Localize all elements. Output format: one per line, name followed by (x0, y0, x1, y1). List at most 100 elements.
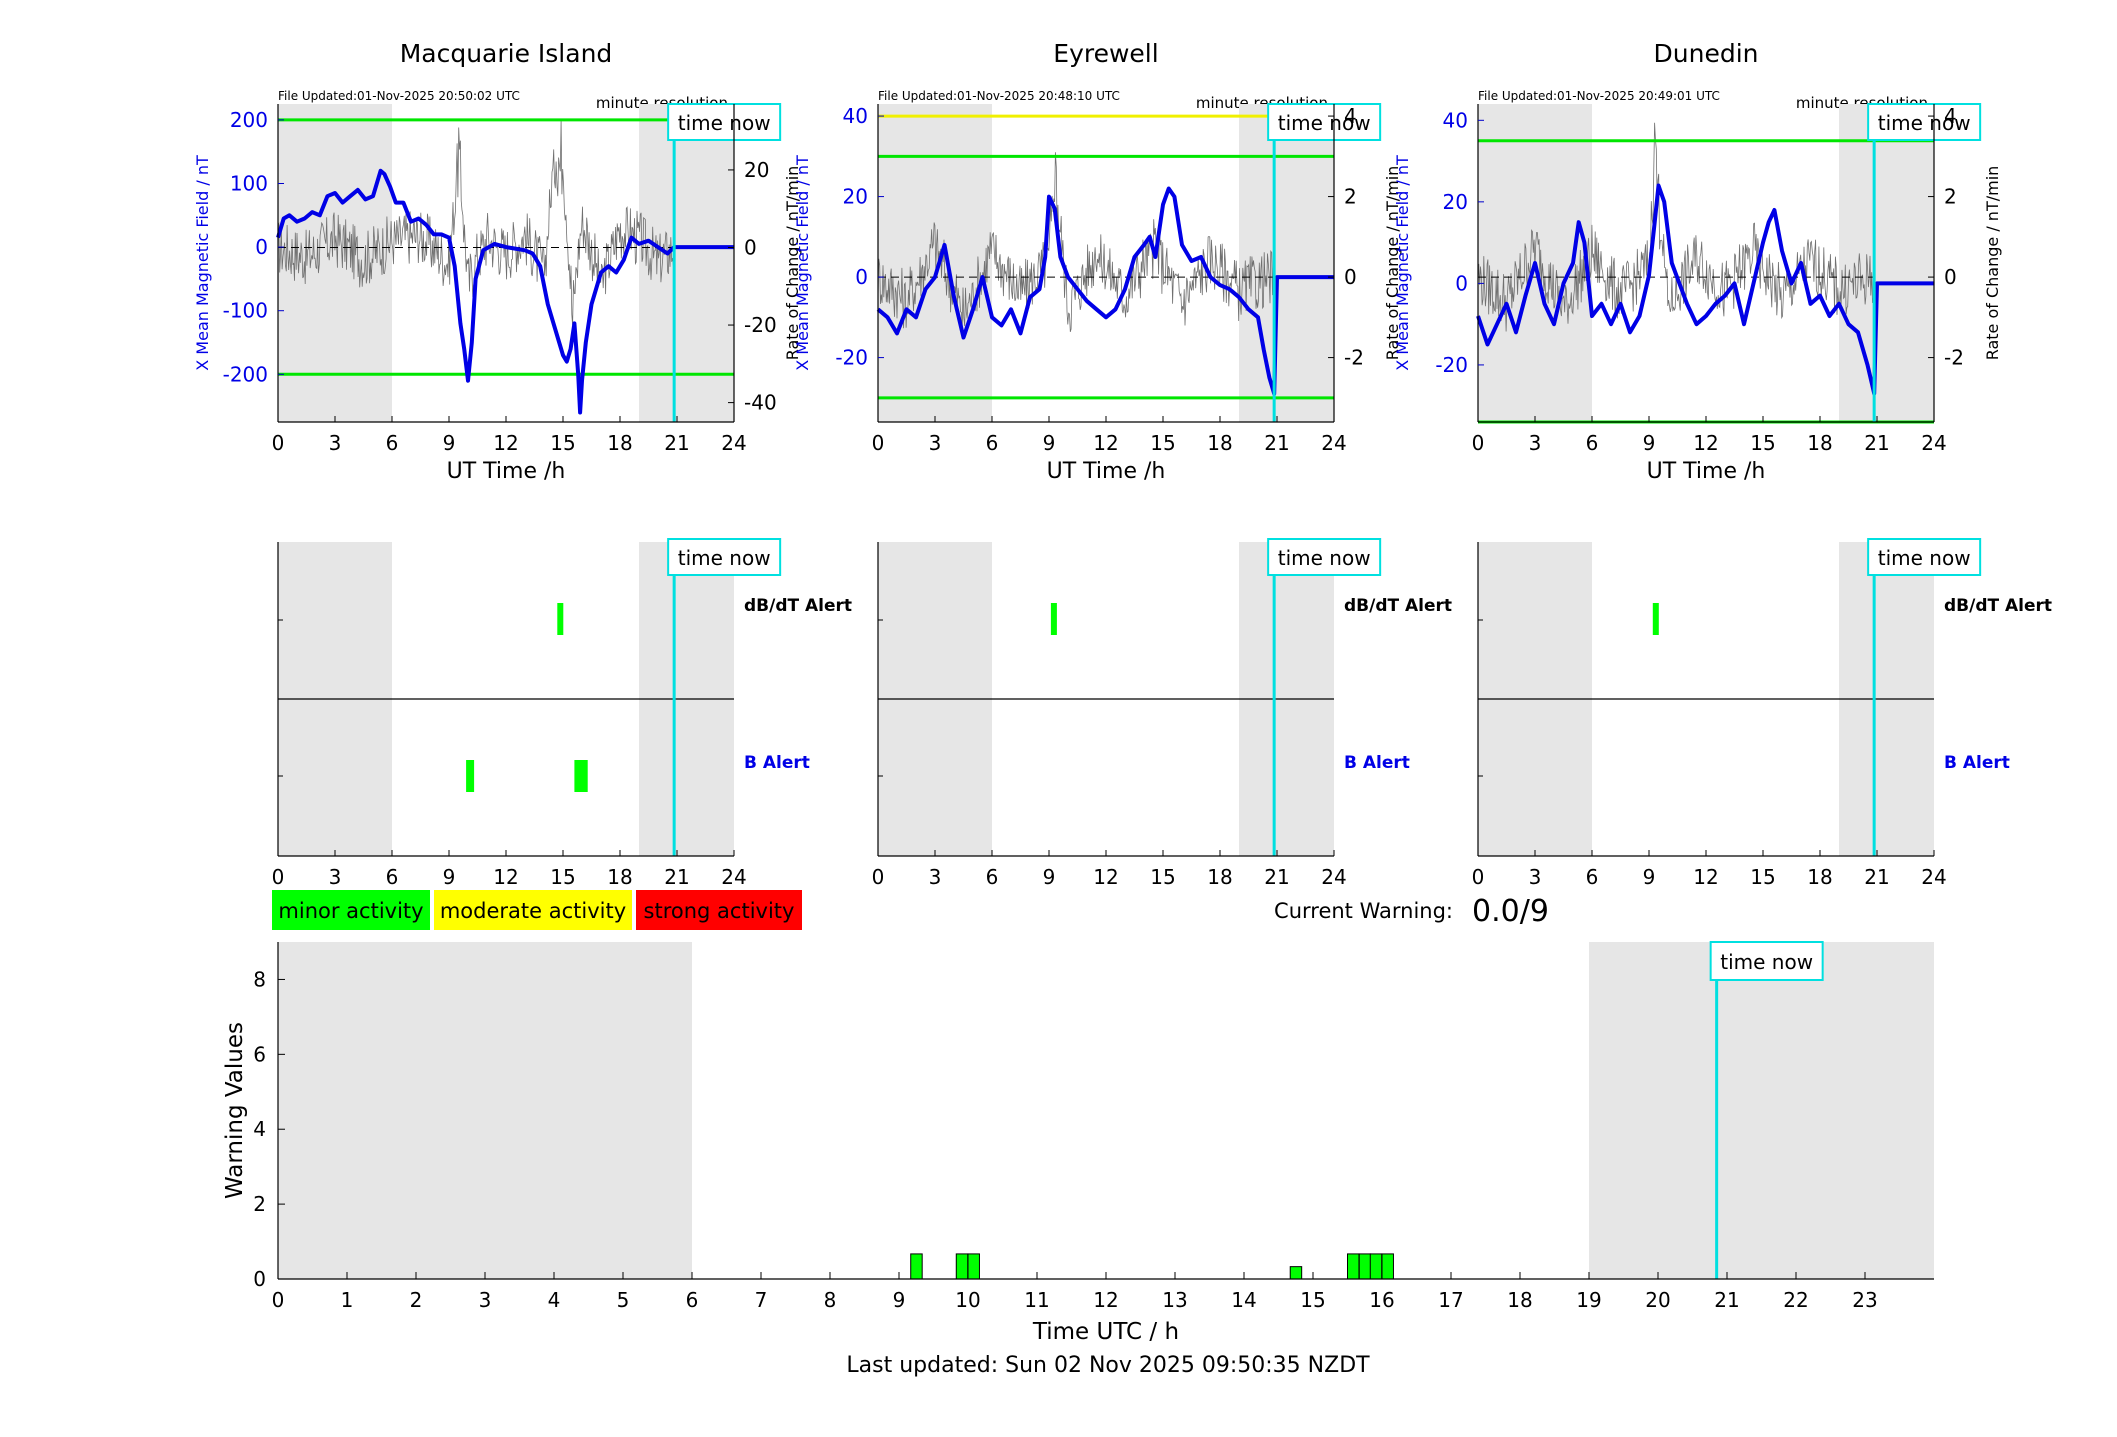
activity-legend: minor activity moderate activity strong ac… (272, 890, 1549, 930)
x-tick-label: 24 (721, 431, 746, 455)
x-tick-label: 3 (929, 431, 942, 455)
x-tick-label: 9 (1643, 865, 1656, 889)
x-tick-label: 18 (1807, 431, 1832, 455)
rate-of-change-line (1477, 122, 1874, 332)
b-alert-label: B Alert (1344, 753, 1410, 773)
warning-bar (910, 1253, 923, 1280)
station-panel-2: Dunedin File Updated:01-Nov-2025 20:49:01… (1393, 39, 2002, 484)
time-now-label: time now (1720, 950, 1813, 974)
file-updated-text: File Updated:01-Nov-2025 20:49:01 UTC (1478, 89, 1720, 103)
x-tick-label: 12 (1093, 865, 1118, 889)
y-right-tick-label: 4 (1944, 104, 1957, 128)
x-tick-label: 13 (1162, 1288, 1187, 1312)
y-right-tick-label: 0 (1944, 265, 1957, 289)
b-alert-bar (574, 760, 588, 792)
x-tick-label: 12 (1093, 431, 1118, 455)
x-tick-label: 23 (1852, 1288, 1877, 1312)
x-tick-label: 0 (272, 1288, 285, 1312)
legend-strong-swatch (636, 890, 802, 930)
y-tick-label: 8 (253, 967, 266, 991)
x-tick-label: 12 (1693, 431, 1718, 455)
y-right-tick-label: 2 (1344, 185, 1357, 209)
time-now-box: time now (1867, 103, 1982, 141)
x-tick-label: 9 (1043, 431, 1056, 455)
x-axis-label: UT Time /h (447, 459, 566, 484)
dbdt-alert-label: dB/dT Alert (744, 596, 852, 616)
y-right-tick-label: -2 (1944, 346, 1964, 370)
x-tick-label: 8 (824, 1288, 837, 1312)
x-tick-label: 15 (1300, 1288, 1325, 1312)
y-right-axis-label: Rate of Change / nT/min (783, 166, 802, 361)
alert-panel-0: time now 0 3 6 9 12 15 18 21 24 dB/dT Alert B Alert (272, 538, 852, 889)
x-tick-label: 16 (1369, 1288, 1394, 1312)
x-tick-label: 14 (1231, 1288, 1256, 1312)
x-tick-label: 2 (410, 1288, 423, 1312)
x-tick-label: 18 (1807, 865, 1832, 889)
y-right-tick-label: -2 (1344, 346, 1364, 370)
x-tick-label: 12 (1693, 865, 1718, 889)
warning-bar (1358, 1253, 1372, 1280)
x-tick-label: 11 (1024, 1288, 1049, 1312)
x-tick-label: 3 (329, 865, 342, 889)
x-tick-label: 6 (386, 431, 399, 455)
x-tick-label: 3 (1529, 431, 1542, 455)
x-tick-label: 12 (1093, 1288, 1118, 1312)
x-tick-label: 18 (1207, 431, 1232, 455)
y-left-tick-label: 200 (230, 108, 268, 132)
x-tick-label: 24 (1321, 865, 1346, 889)
x-tick-label: 0 (872, 431, 885, 455)
time-now-label: time now (1278, 546, 1371, 570)
y-left-tick-label: -20 (835, 346, 868, 370)
x-tick-label: 20 (1645, 1288, 1670, 1312)
y-left-tick-label: 0 (855, 265, 868, 289)
dbdt-alert-bar (557, 603, 564, 635)
y-left-axis-label: X Mean Magnetic Field / nT (1393, 155, 1412, 371)
y-right-axis-label: Rate of Change / nT/min (1983, 166, 2002, 361)
x-tick-label: 0 (872, 865, 885, 889)
station-alert-panels: time now 0 3 6 9 12 15 18 21 24 dB/dT Alert B Alert… (272, 538, 2052, 889)
y-tick-label: 0 (253, 1267, 266, 1291)
x-tick-label: 1 (341, 1288, 354, 1312)
rate-of-change-line (277, 119, 674, 326)
x-tick-label: 0 (1472, 865, 1485, 889)
y-left-tick-label: -100 (223, 299, 268, 323)
x-tick-label: 24 (1921, 431, 1946, 455)
time-now-box-frame (1267, 103, 1382, 141)
station-panel-1: Eyrewell File Updated:01-Nov-2025 20:48:1… (793, 39, 1402, 484)
y-right-tick-label: 4 (1344, 104, 1357, 128)
station-field-panels: Macquarie Island File Updated:01-Nov-2025… (193, 39, 2002, 484)
time-now-box-frame (1867, 538, 1982, 576)
time-now-box: time now (1709, 941, 1824, 981)
x-tick-label: 0 (1472, 431, 1485, 455)
x-axis-label: Time UTC / h (1032, 1319, 1179, 1345)
y-left-tick-label: 40 (1443, 108, 1468, 132)
x-tick-label: 9 (1643, 431, 1656, 455)
night-shading (639, 104, 734, 422)
station-title: Eyrewell (1053, 39, 1158, 68)
warning-bar (967, 1253, 980, 1280)
x-tick-label: 5 (617, 1288, 630, 1312)
night-shading (878, 104, 992, 422)
x-tick-label: 15 (1150, 431, 1175, 455)
y-right-tick-label: 0 (1344, 265, 1357, 289)
time-now-box: time now (667, 103, 782, 141)
x-tick-label: 21 (1264, 865, 1289, 889)
y-left-tick-label: 20 (843, 185, 868, 209)
y-right-tick-label: -40 (744, 391, 777, 415)
time-now-box: time now (1267, 538, 1382, 576)
time-now-box-frame (667, 538, 782, 576)
current-warning-label: Current Warning: (1274, 899, 1453, 923)
x-tick-label: 6 (686, 1288, 699, 1312)
time-now-box: time now (1867, 538, 1982, 576)
x-tick-label: 3 (329, 431, 342, 455)
night-shading (278, 942, 692, 1279)
x-tick-label: 21 (664, 431, 689, 455)
x-tick-label: 18 (607, 431, 632, 455)
y-tick-label: 6 (253, 1042, 266, 1066)
file-updated-text: File Updated:01-Nov-2025 20:50:02 UTC (278, 89, 520, 103)
station-title: Dunedin (1654, 39, 1759, 68)
b-alert-bar (466, 760, 475, 792)
time-now-label: time now (1878, 546, 1971, 570)
current-warning-value: 0.0/9 (1472, 894, 1549, 929)
night-shading (1839, 104, 1934, 422)
